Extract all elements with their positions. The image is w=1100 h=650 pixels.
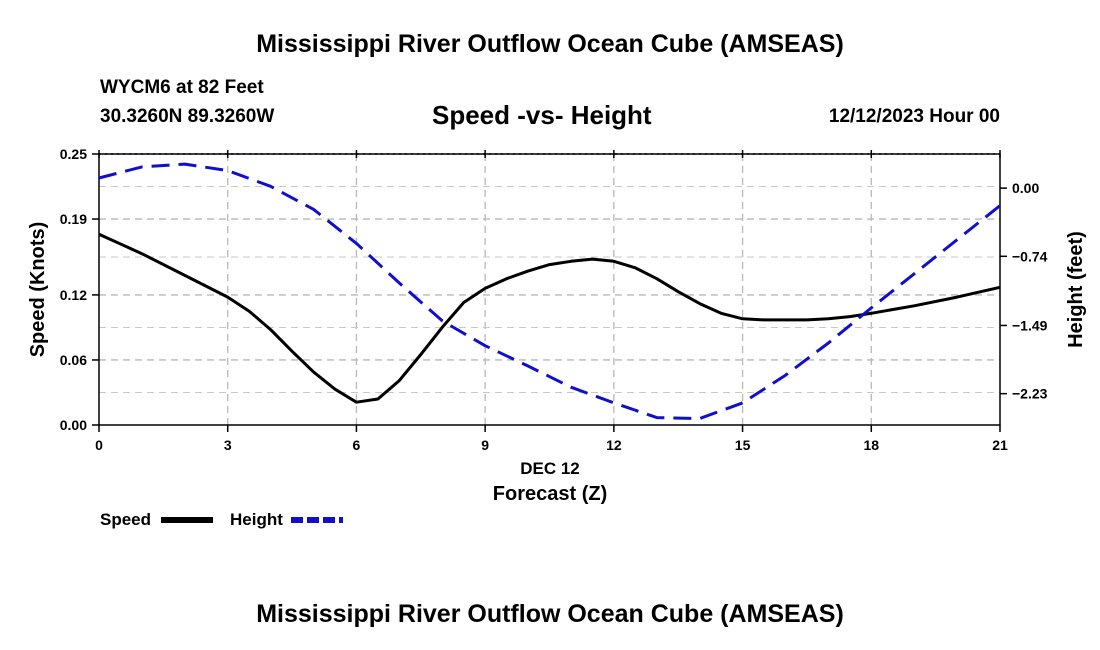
station-label: WYCM6 at 82 Feet	[100, 77, 264, 98]
x-tick-label: 9	[481, 437, 489, 453]
y-axis-title: Speed (Knots)	[27, 222, 49, 358]
y2-tick-label: −2.23	[1012, 386, 1048, 402]
y-tick-label: 0.12	[60, 287, 87, 303]
legend-label-height: Height	[230, 510, 283, 529]
bottom-title: Mississippi River Outflow Ocean Cube (AM…	[256, 600, 844, 628]
y-tick-label: 0.19	[60, 211, 87, 227]
x-tick-label: 15	[735, 437, 751, 453]
series-line-height	[98, 162, 1001, 420]
datetime-label: 12/12/2023 Hour 00	[828, 106, 1000, 127]
x-axis-date-label: DEC 12	[520, 459, 580, 478]
x-tick-label: 3	[224, 437, 232, 453]
x-axis-title: Forecast (Z)	[493, 483, 607, 505]
y-tick-label: 0.00	[60, 417, 87, 433]
legend-label-speed: Speed	[100, 510, 151, 529]
y2-axis-title: Height (feet)	[1065, 231, 1087, 348]
series-line-speed	[98, 232, 1001, 404]
x-tick-label: 18	[863, 437, 879, 453]
x-tick-label: 0	[95, 437, 103, 453]
chart-subtitle: Speed -vs- Height	[432, 100, 652, 130]
x-tick-label: 21	[992, 437, 1008, 453]
x-tick-label: 6	[353, 437, 361, 453]
chart-title: Mississippi River Outflow Ocean Cube (AM…	[256, 30, 844, 58]
x-tick-label: 12	[606, 437, 622, 453]
y2-tick-label: −0.74	[1012, 248, 1048, 264]
y-tick-label: 0.06	[60, 352, 87, 368]
coordinates-label: 30.3260N 89.3260W	[100, 106, 275, 127]
y2-tick-label: 0.00	[1012, 180, 1039, 196]
plot-frame	[98, 153, 1001, 426]
y2-tick-label: −1.49	[1012, 317, 1048, 333]
y-tick-label: 0.25	[60, 146, 87, 162]
